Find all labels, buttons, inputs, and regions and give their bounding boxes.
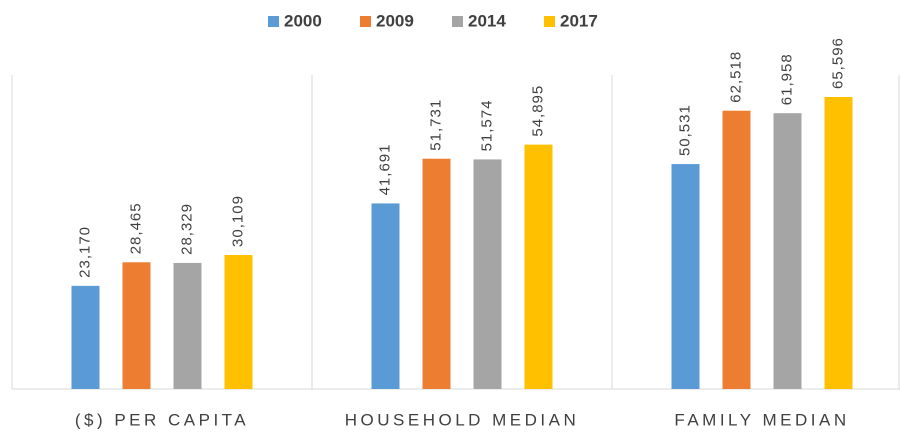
- legend-swatch: [452, 16, 463, 27]
- data-label: 41,691: [376, 144, 393, 196]
- data-label: 65,596: [829, 37, 846, 89]
- bar: [224, 254, 253, 389]
- data-label: 28,465: [127, 202, 144, 254]
- legend-label: 2000: [284, 11, 322, 30]
- legend-swatch: [268, 16, 279, 27]
- data-label: 51,731: [427, 99, 444, 151]
- data-label: 30,109: [229, 195, 246, 247]
- legend-label: 2017: [560, 11, 598, 30]
- bar: [524, 144, 553, 389]
- data-label: 61,958: [778, 53, 795, 105]
- data-label: 54,895: [529, 85, 546, 137]
- x-tick-label: ($) PER CAPITA: [75, 410, 249, 429]
- bar: [773, 113, 802, 390]
- data-label: 50,531: [676, 104, 693, 156]
- bar: [722, 110, 751, 389]
- bar: [71, 285, 100, 389]
- legend-swatch: [544, 16, 555, 27]
- bar: [422, 158, 451, 389]
- legend-label: 2014: [468, 11, 506, 30]
- legend-swatch: [360, 16, 371, 27]
- data-label: 28,329: [178, 203, 195, 255]
- x-tick-label: FAMILY MEDIAN: [674, 410, 849, 429]
- legend-label: 2009: [376, 11, 414, 30]
- bar: [173, 262, 202, 389]
- bar: [824, 97, 853, 389]
- data-label: 51,574: [478, 100, 495, 152]
- bar: [473, 159, 502, 389]
- bar: [371, 203, 400, 389]
- data-label: 62,518: [727, 51, 744, 103]
- data-label: 23,170: [76, 226, 93, 278]
- bar: [122, 262, 151, 389]
- x-tick-label: HOUSEHOLD MEDIAN: [345, 410, 580, 429]
- bar: [671, 164, 700, 389]
